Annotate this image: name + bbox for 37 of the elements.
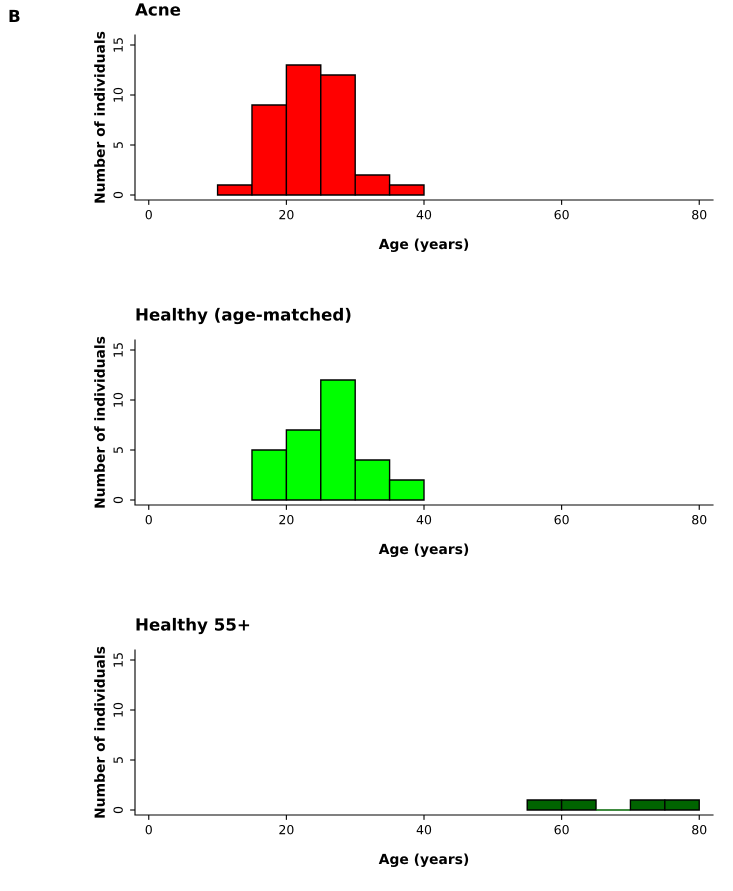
x-tick-label: 80 [692,210,706,220]
y-tick-label: 15 [114,653,123,667]
x-tick-label: 80 [692,514,706,524]
x-tick-label: 40 [416,824,432,834]
y-tick-label: 15 [114,38,123,52]
y-tick-label: 0 [113,496,123,504]
text: B [10,10,20,22]
chart-title: Healthy (age-matched) [136,308,350,324]
x-tick-label: 40 [416,514,432,524]
x-axis-title: Age (years) [378,238,468,252]
y-tick-label: 5 [114,447,123,454]
x-tick-label: 0 [146,824,152,834]
y-tick-label: 5 [114,142,123,148]
y-tick-label: 10 [113,88,123,102]
x-tick-label: 80 [692,824,706,834]
y-tick-label: 0 [113,192,123,198]
x-tick-label: 60 [554,210,569,220]
x-tick-label: 40 [416,210,432,220]
y-tick-label: 15 [114,343,123,357]
chart-title: Acne [135,3,180,16]
y-tick-label: 0 [113,806,123,814]
x-tick-label: 20 [279,514,294,524]
x-axis-title: Age (years) [378,853,468,868]
x-tick-label: 60 [554,824,569,834]
y-tick-label: 5 [114,757,123,764]
y-tick-label: 10 [113,702,123,717]
y-axis-title: Number of individuals [94,32,105,203]
x-tick-label: 20 [279,210,294,220]
x-tick-label: 20 [279,824,294,834]
x-axis-title: Age (years) [378,543,468,558]
x-tick-label: 0 [146,514,152,524]
y-axis-title: Number of individuals [94,646,105,818]
x-tick-label: 60 [554,514,569,524]
chart-title: Healthy 55+ [136,618,250,634]
y-tick-label: 10 [113,392,123,407]
x-tick-label: 0 [146,210,152,220]
y-axis-title: Number of individuals [94,336,105,508]
